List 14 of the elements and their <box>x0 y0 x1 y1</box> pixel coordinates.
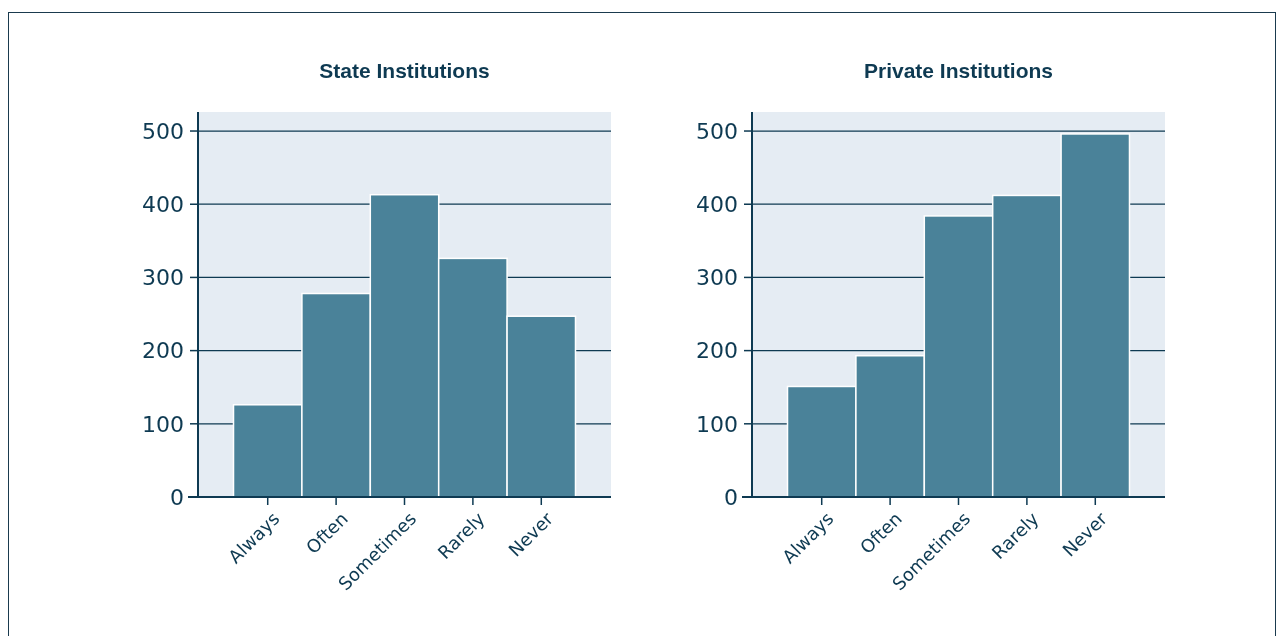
y-tick-label: 500 <box>696 118 738 144</box>
y-tick-label: 300 <box>142 265 184 291</box>
y-tick-label: 0 <box>170 484 184 510</box>
y-tick-label: 400 <box>696 191 738 217</box>
chart-title: Private Institutions <box>863 59 1054 82</box>
y-tick-label: 0 <box>724 484 738 510</box>
y-tick-label: 100 <box>696 411 738 437</box>
chart-title: State Institutions <box>319 59 490 82</box>
y-tick-label: 100 <box>142 411 184 437</box>
y-tick-label: 200 <box>696 338 738 364</box>
y-tick-label: 400 <box>142 191 184 217</box>
y-tick-label: 300 <box>696 265 738 291</box>
y-tick-label: 500 <box>142 118 184 144</box>
y-tick-label: 200 <box>142 338 184 364</box>
